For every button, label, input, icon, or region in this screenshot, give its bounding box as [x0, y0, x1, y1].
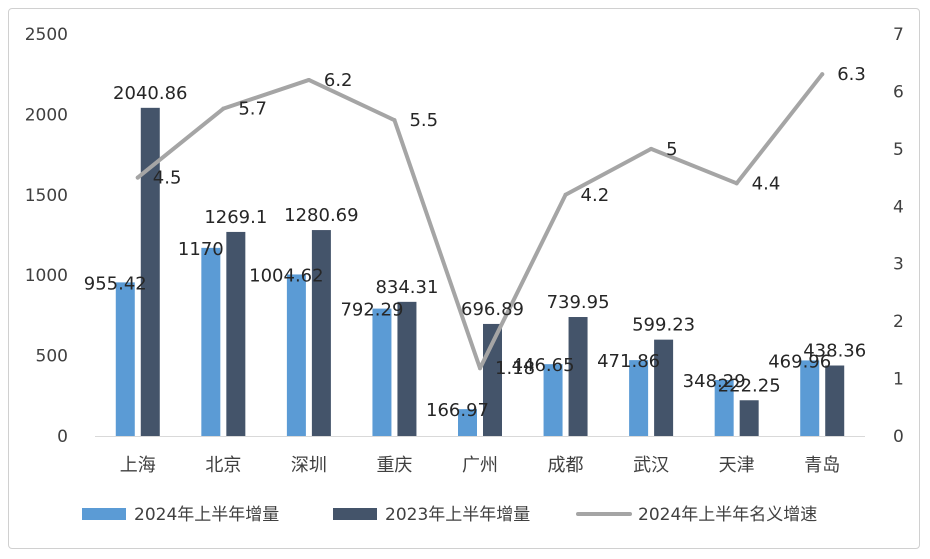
- line-point: [478, 366, 482, 371]
- bar-data-label: 1269.1: [204, 207, 267, 228]
- line-point: [649, 146, 654, 151]
- line-point: [306, 77, 311, 82]
- bar-data-label: 696.89: [461, 299, 524, 320]
- bar-data-label: 955.42: [84, 273, 147, 294]
- bar-2023: [397, 301, 417, 436]
- y-left-tick-label: 2500: [25, 25, 68, 45]
- x-category-label: 广州: [462, 455, 498, 476]
- line-point: [820, 72, 825, 77]
- legend-swatch-1: [333, 508, 377, 520]
- legend-label-2: 2024年上半年名义增速: [638, 505, 817, 525]
- y-left-tick-label: 2000: [25, 105, 68, 125]
- bars-layer: [115, 107, 845, 436]
- line-data-label: 5.5: [409, 110, 438, 131]
- x-category-label: 成都: [548, 455, 584, 476]
- bar-data-label: 166.97: [426, 400, 489, 421]
- bar-2024: [115, 282, 135, 436]
- y-right-tick-label: 4: [893, 197, 904, 217]
- bar-2023: [311, 230, 331, 436]
- y-right-tick-label: 7: [893, 25, 904, 45]
- bar-2023: [568, 317, 588, 436]
- legend-layer: 2024年上半年增量 2023年上半年增量 2024年上半年名义增速: [82, 505, 817, 525]
- bar-data-label: 469.96: [768, 351, 831, 372]
- line-point: [734, 181, 739, 186]
- line-data-label: 4.2: [581, 185, 610, 206]
- line-point: [221, 106, 226, 111]
- y-left-tick-label: 0: [57, 427, 68, 447]
- y-right-tick-label: 0: [893, 427, 904, 447]
- bar-data-label: 834.31: [375, 277, 438, 298]
- x-category-label: 天津: [719, 455, 755, 476]
- line-layer: [135, 72, 825, 371]
- bar-data-label: 792.29: [340, 300, 403, 321]
- y-right-tick-label: 1: [893, 370, 904, 390]
- line-data-label: 4.5: [153, 168, 182, 189]
- legend-label-1: 2023年上半年增量: [385, 505, 530, 525]
- bar-data-label: 222.25: [718, 375, 781, 396]
- x-category-label: 青岛: [804, 455, 840, 476]
- y-right-tick-label: 5: [893, 140, 904, 160]
- line-data-label: 5.7: [238, 99, 267, 120]
- x-category-label: 武汉: [633, 455, 669, 476]
- bar-data-label: 348.29: [683, 371, 746, 392]
- x-category-label: 深圳: [291, 455, 327, 476]
- bar-data-label: 739.95: [547, 292, 610, 313]
- bar-2023: [226, 231, 246, 436]
- bar-2024: [800, 360, 820, 436]
- bar-2024: [458, 409, 477, 436]
- line-data-label: 4.4: [752, 173, 781, 194]
- y-left-tick-label: 500: [36, 347, 68, 367]
- x-category-label: 上海: [120, 455, 156, 476]
- bar-2024: [543, 364, 563, 436]
- bar-data-label: 446.65: [512, 355, 575, 376]
- bar-2024: [629, 360, 649, 436]
- y-right-tick-label: 3: [893, 255, 904, 275]
- bar-data-label: 1004.62: [249, 265, 323, 286]
- bar-data-label: 2040.86: [113, 83, 187, 104]
- bar-2023: [739, 400, 759, 436]
- line-data-label: 6.2: [324, 70, 353, 91]
- y-left-tick-label: 1000: [25, 266, 68, 286]
- y-left-tick-label: 1500: [25, 186, 68, 206]
- bar-2023: [654, 339, 674, 436]
- bar-2024: [286, 274, 306, 436]
- y-right-tick-label: 6: [893, 82, 904, 102]
- axes-layer: 0 500 1000 1500 2000 2500 0 1 2 3 4 5 6 7 上海 北京 深圳 重庆 广州 成都…: [25, 25, 904, 476]
- line-point: [563, 192, 568, 197]
- bar-2023: [825, 365, 845, 436]
- line-point: [135, 175, 140, 180]
- line-data-label: 6.3: [837, 64, 866, 85]
- bar-data-label: 471.86: [597, 351, 660, 372]
- bar-data-label: 599.23: [632, 315, 695, 336]
- bar-2024: [714, 379, 734, 436]
- legend-label-0: 2024年上半年增量: [134, 505, 279, 525]
- bar-2024: [372, 308, 392, 436]
- x-category-label: 北京: [205, 455, 241, 476]
- bar-data-label: 1280.69: [284, 205, 358, 226]
- y-right-tick-label: 2: [893, 312, 904, 332]
- bar-data-label: 438.36: [803, 341, 866, 362]
- line-point: [392, 118, 397, 123]
- legend-swatch-0: [82, 508, 126, 520]
- x-category-label: 重庆: [376, 455, 412, 476]
- bar-2023: [140, 107, 160, 436]
- chart-frame: [8, 8, 920, 549]
- bar-data-label: 1170: [178, 239, 224, 260]
- line-data-label: 1.18: [495, 358, 535, 379]
- labels-layer: 955.42 1170 1004.62 792.29 166.97 446.65 471.8…: [84, 64, 866, 421]
- bar-2024: [201, 247, 221, 436]
- line-data-label: 5: [666, 139, 677, 160]
